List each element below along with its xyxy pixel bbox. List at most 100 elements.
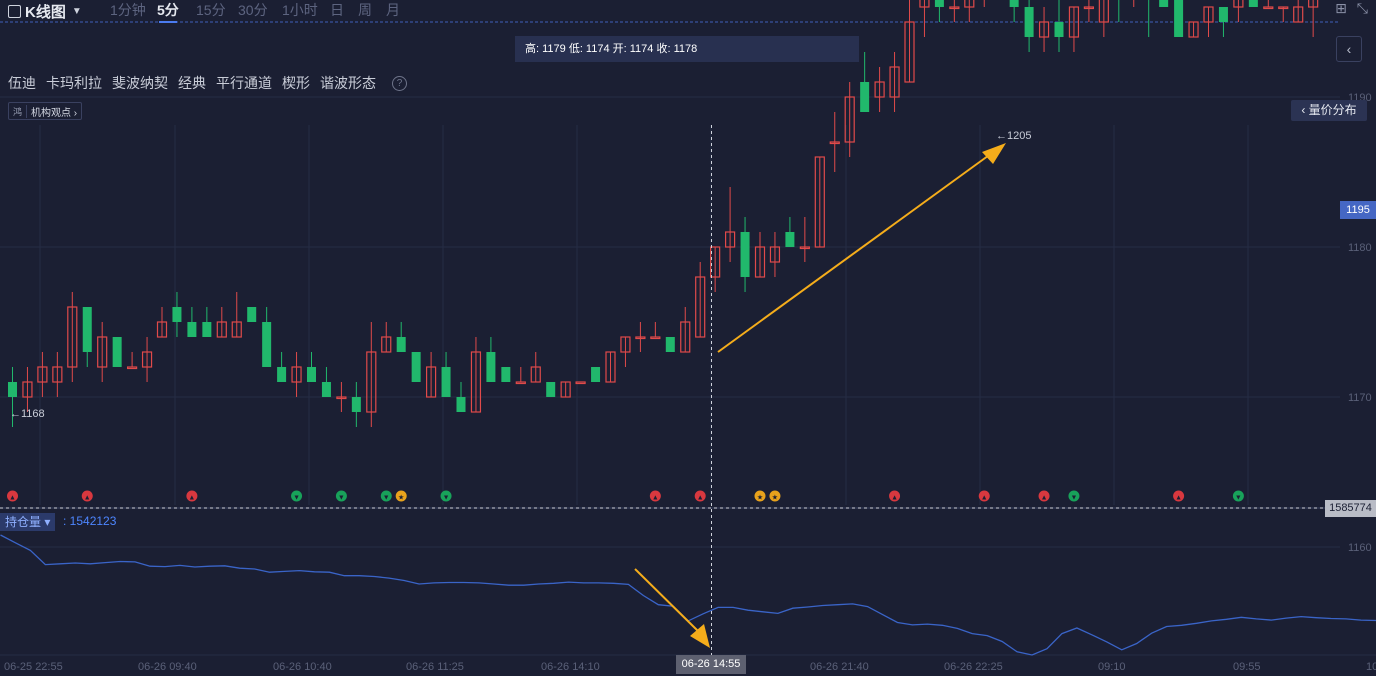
candle-body-down (247, 307, 257, 322)
candle-body-up (291, 366, 302, 383)
tab-period-1[interactable]: 5分 (157, 2, 179, 23)
tool-6[interactable]: 谐波形态 (320, 75, 376, 91)
chart-type-selector[interactable]: K线图 ▼ (8, 1, 82, 22)
tab-period-5[interactable]: 日 (330, 2, 344, 18)
layout-grid-icon[interactable]: ⊞ (1335, 0, 1347, 16)
candle-body-down (307, 367, 316, 382)
candle-body-up (829, 141, 840, 145)
signal-glyph: ▼ (1235, 495, 1242, 502)
signal-glyph: ▼ (443, 495, 450, 502)
tab-period-7[interactable]: 月 (386, 2, 400, 18)
arrow-up-signal-icon (1038, 490, 1050, 502)
time-axis-label: 06-26 22:25 (944, 661, 1003, 673)
candle-body-up (904, 21, 915, 83)
signal-glyph: ▼ (383, 495, 390, 502)
tool-4[interactable]: 平行通道 (216, 75, 272, 91)
candle-body-up (814, 156, 825, 248)
candle-body-up (1278, 6, 1289, 10)
candle-body-down (441, 367, 451, 397)
chevron-left-icon: ‹ (1346, 41, 1352, 57)
star-signal-icon (754, 490, 766, 502)
candle-body-down (1218, 7, 1228, 22)
candle-body-up (635, 336, 646, 340)
candle-body-down (1159, 0, 1169, 7)
candle-body-up (381, 336, 392, 353)
candle-body-up (97, 336, 108, 368)
ohlc-info-bar: 高: 1179 低: 1174 开: 1174 收: 1178 (515, 36, 859, 62)
candle-body-up (336, 396, 347, 400)
tab-period-4[interactable]: 1小时 (282, 2, 318, 18)
time-axis-label: 06-26 09:40 (138, 661, 197, 673)
arrow-up-signal-icon (7, 490, 18, 502)
tab-period-0[interactable]: 1分钟 (110, 2, 146, 18)
candle-body-down (351, 397, 361, 412)
candle-body-down (8, 382, 17, 397)
candle-body-up (426, 366, 437, 398)
fullscreen-exit-icon[interactable]: ⤡ (1356, 0, 1368, 16)
candle-body-down (1174, 0, 1184, 37)
candle-body-down (740, 232, 750, 277)
candle-body-up (231, 321, 242, 338)
candle-body-up (620, 336, 631, 353)
candle-body-up (889, 66, 900, 98)
tool-5[interactable]: 楔形 (282, 75, 310, 91)
price-axis-label: 1180 (1348, 242, 1372, 254)
time-axis-label: 06-26 10:40 (273, 661, 332, 673)
arrow-down-signal-icon (440, 490, 452, 502)
candle-body-down (82, 307, 92, 352)
low-price-annotation: ←1168 (10, 408, 45, 420)
signal-glyph: ★ (757, 494, 763, 502)
chart-type-label: K线图 (25, 4, 66, 21)
help-icon[interactable]: ? (392, 75, 407, 91)
crosshair-time-tag: 06-26 14:55 (676, 655, 746, 674)
chevron-down-icon: ▾ (44, 515, 51, 529)
candle-body-up (1068, 6, 1080, 38)
tool-3[interactable]: 经典 (178, 75, 206, 91)
current-price-tag: 1195 (1340, 201, 1376, 219)
institution-view-button[interactable]: 鸿 机构观点 › (8, 102, 83, 120)
candle-body-up (680, 321, 691, 353)
chart-toolbar: K线图 ▼ 1分钟 5分 15分 30分 1小时日周月 ⊞ ⤡ (0, 0, 1376, 24)
tool-2[interactable]: 斐波纳契 (112, 75, 168, 91)
arrow-down-signal-icon (380, 490, 392, 502)
candle-body-down (934, 0, 944, 7)
signal-glyph: ▲ (1175, 495, 1182, 502)
arrow-up-signal-icon (81, 490, 93, 502)
tab-period-6[interactable]: 周 (358, 2, 372, 18)
top-right-tools: ⊞ ⤡ (1335, 0, 1368, 17)
tool-0[interactable]: 伍迪 (8, 75, 36, 91)
candle-body-up (1233, 0, 1244, 8)
drawing-tools: 伍迪 卡玛利拉 斐波纳契 经典 平行通道 楔形 谐波形态? (8, 73, 407, 93)
signal-glyph: ▲ (1041, 495, 1048, 502)
arrow-up-signal-icon (978, 490, 990, 502)
candle-body-down (860, 82, 870, 112)
candle-body-up (769, 246, 781, 263)
candle-body-up (724, 231, 736, 248)
candle-body-up (126, 366, 138, 370)
open-interest-value: : 1542123 (63, 514, 117, 528)
candle-body-up (470, 351, 482, 413)
time-axis-label: 06-26 21:40 (810, 661, 869, 673)
open-interest-selector[interactable]: 持仓量 ▾ (0, 513, 56, 531)
candle-body-up (22, 381, 33, 398)
arrow-down-signal-icon (291, 490, 303, 502)
volume-profile-button[interactable]: ‹ 量价分布 (1291, 100, 1367, 121)
candle-body-down (785, 232, 795, 247)
candle-body-down (546, 382, 556, 397)
arrow-up-signal-icon (694, 490, 706, 502)
star-signal-icon (395, 490, 407, 502)
tab-period-3[interactable]: 30分 (238, 2, 268, 18)
collapse-panel-button[interactable]: ‹ (1336, 36, 1362, 62)
trend-arrow-head (982, 143, 1006, 164)
candle-body-up (710, 246, 721, 278)
tool-1[interactable]: 卡玛利拉 (46, 75, 102, 91)
arrow-down-signal-icon (335, 490, 347, 502)
candle-body-up (37, 366, 48, 383)
signal-glyph: ▲ (9, 495, 16, 502)
institution-logo: 鸿 (13, 104, 28, 118)
tab-period-2[interactable]: 15分 (196, 2, 226, 18)
candle-body-down (1009, 0, 1019, 7)
candle-body-up (874, 81, 885, 98)
candle-body-up (67, 306, 78, 368)
